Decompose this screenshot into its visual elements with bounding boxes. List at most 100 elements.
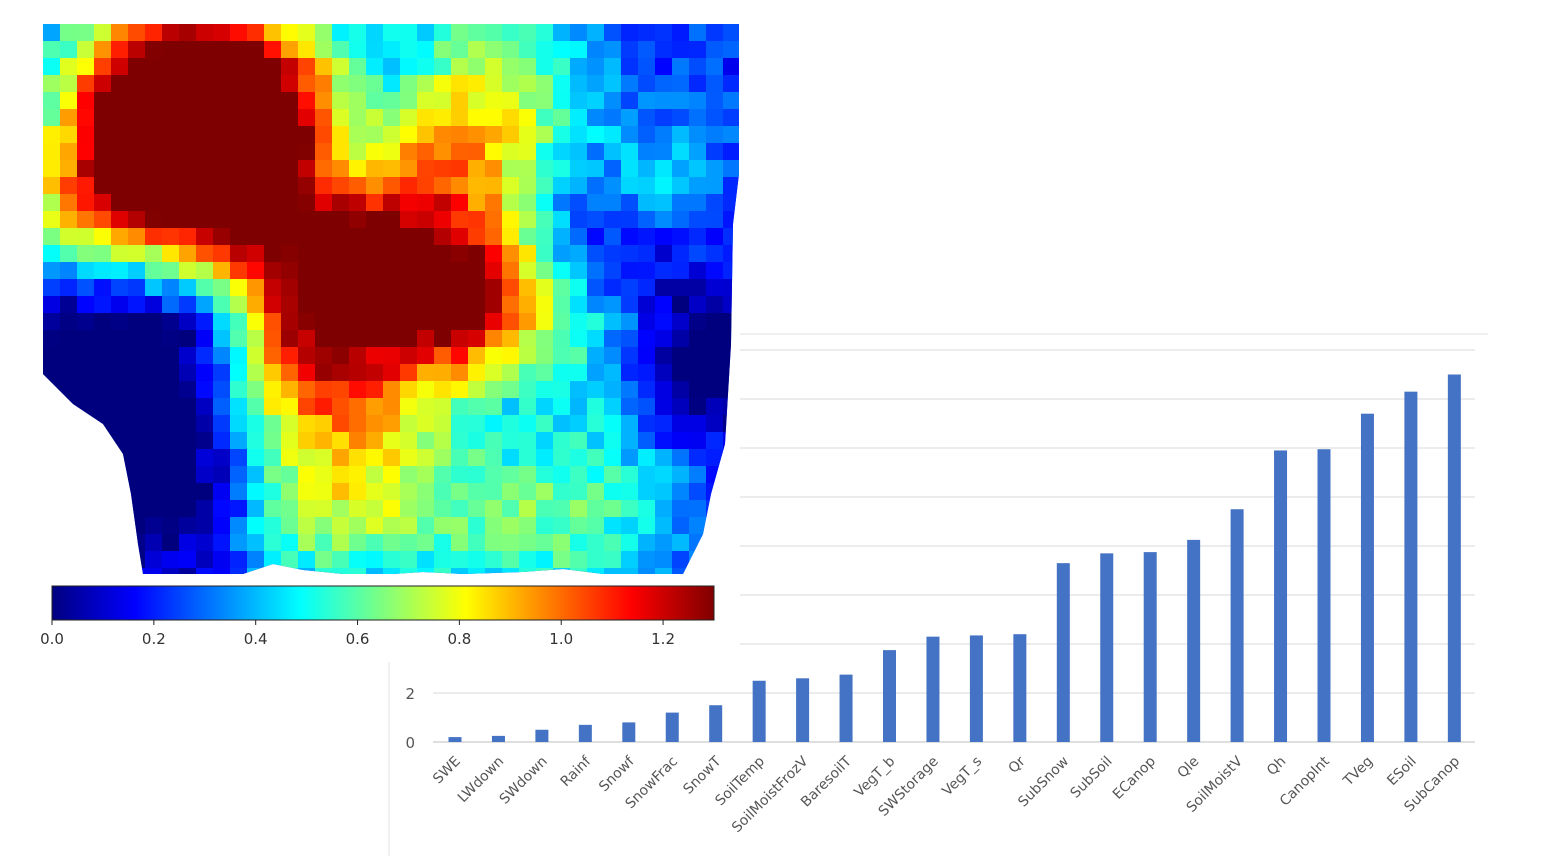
map-cell xyxy=(315,313,332,330)
map-cell xyxy=(366,432,383,449)
map-cell xyxy=(417,75,434,92)
map-cell xyxy=(230,194,247,211)
map-cell xyxy=(264,143,281,160)
map-cell xyxy=(434,24,451,41)
map-cell xyxy=(264,364,281,381)
map-cell xyxy=(94,296,111,313)
map-cell xyxy=(43,517,60,534)
map-cell xyxy=(94,143,111,160)
map-cell xyxy=(179,194,196,211)
map-cell xyxy=(502,534,519,551)
map-cell xyxy=(672,143,689,160)
map-cell xyxy=(468,347,485,364)
map-cell xyxy=(485,449,502,466)
map-cell xyxy=(655,245,672,262)
map-cell xyxy=(655,381,672,398)
map-cell xyxy=(128,126,145,143)
map-cell xyxy=(145,177,162,194)
map-cell xyxy=(638,534,655,551)
map-cell xyxy=(689,24,706,41)
map-cell xyxy=(723,483,739,500)
bar-qh xyxy=(1274,450,1288,742)
map-cell xyxy=(179,398,196,415)
map-cell xyxy=(77,262,94,279)
map-cell xyxy=(60,398,77,415)
map-cell xyxy=(230,126,247,143)
map-cell xyxy=(162,194,179,211)
map-cell xyxy=(77,296,94,313)
map-cell xyxy=(570,41,587,58)
map-cell xyxy=(536,364,553,381)
map-cell xyxy=(332,75,349,92)
map-cell xyxy=(383,245,400,262)
map-cell xyxy=(553,330,570,347)
map-cell xyxy=(417,279,434,296)
map-cell xyxy=(366,194,383,211)
map-cell xyxy=(553,568,570,574)
map-cell xyxy=(196,92,213,109)
map-cell xyxy=(417,347,434,364)
map-cell xyxy=(587,534,604,551)
map-cell xyxy=(672,313,689,330)
map-cell xyxy=(485,75,502,92)
map-cell xyxy=(672,194,689,211)
map-cell xyxy=(77,24,94,41)
map-cell xyxy=(43,398,60,415)
map-cell xyxy=(434,568,451,574)
map-cell xyxy=(349,313,366,330)
map-cell xyxy=(383,126,400,143)
map-cell xyxy=(349,534,366,551)
map-cell xyxy=(723,211,739,228)
map-cell xyxy=(162,75,179,92)
map-cell xyxy=(400,126,417,143)
map-cell xyxy=(247,313,264,330)
map-cell xyxy=(94,41,111,58)
map-cell xyxy=(213,109,230,126)
map-cell xyxy=(179,262,196,279)
map-cell xyxy=(315,296,332,313)
map-cell xyxy=(383,313,400,330)
map-cell xyxy=(349,381,366,398)
map-cell xyxy=(689,262,706,279)
bar-soilmoistfrozv xyxy=(796,678,810,742)
map-cell xyxy=(179,75,196,92)
map-cell xyxy=(706,500,723,517)
map-cell xyxy=(638,398,655,415)
map-cell xyxy=(94,177,111,194)
map-cell xyxy=(553,415,570,432)
map-cell xyxy=(162,449,179,466)
map-cell xyxy=(247,296,264,313)
map-cell xyxy=(655,551,672,568)
map-cell xyxy=(621,75,638,92)
map-cell xyxy=(332,398,349,415)
map-cell xyxy=(723,177,739,194)
map-cell xyxy=(94,551,111,568)
map-cell xyxy=(655,398,672,415)
map-cell xyxy=(366,262,383,279)
map-cell xyxy=(553,58,570,75)
map-cell xyxy=(383,551,400,568)
map-cell xyxy=(655,534,672,551)
map-cell xyxy=(536,568,553,574)
map-cell xyxy=(196,398,213,415)
map-cell xyxy=(570,143,587,160)
map-cell xyxy=(587,330,604,347)
map-cell xyxy=(519,330,536,347)
map-cell xyxy=(366,109,383,126)
map-cell xyxy=(400,534,417,551)
map-cell xyxy=(213,347,230,364)
map-cell xyxy=(434,92,451,109)
map-cell xyxy=(264,160,281,177)
map-cell xyxy=(706,24,723,41)
map-cell xyxy=(400,432,417,449)
map-cell xyxy=(213,534,230,551)
map-cell xyxy=(417,517,434,534)
map-cell xyxy=(77,211,94,228)
map-cell xyxy=(485,92,502,109)
map-cell xyxy=(43,143,60,160)
map-cell xyxy=(723,534,739,551)
map-cell xyxy=(94,381,111,398)
map-cell xyxy=(400,330,417,347)
map-cell xyxy=(332,466,349,483)
map-cell xyxy=(111,551,128,568)
